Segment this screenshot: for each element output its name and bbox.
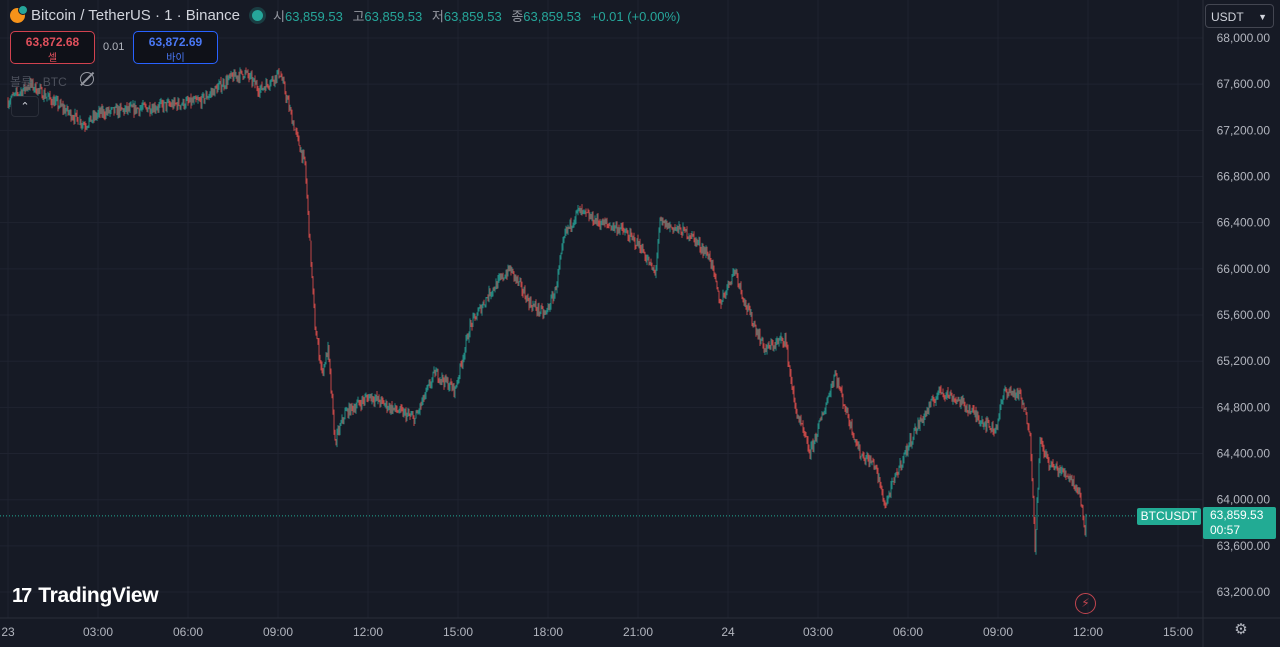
chevron-up-icon: ⌃ [20, 101, 30, 113]
lightning-icon[interactable]: ⚡︎ [1075, 593, 1096, 614]
close-label: 종 [511, 9, 524, 24]
sell-price: 63,872.68 [25, 35, 80, 49]
currency-value: USDT [1211, 10, 1244, 24]
y-tick-label: 66,000.00 [1217, 262, 1271, 276]
x-tick-label: 06:00 [173, 625, 203, 639]
x-tick-label: 12:00 [353, 625, 383, 639]
x-tick-label: 12:00 [1073, 625, 1103, 639]
chevron-down-icon: ▼ [1258, 12, 1267, 22]
volume-legend: 볼륨 · BTC [10, 75, 67, 89]
symbol-header: Bitcoin / TetherUS · 1 · Binance 시63,859… [10, 5, 680, 25]
buy-button[interactable]: 63,872.69 바이 [133, 31, 218, 64]
currency-select[interactable]: USDT ▼ [1205, 4, 1274, 28]
y-tick-label: 64,800.00 [1217, 400, 1271, 414]
y-tick-label: 67,200.00 [1217, 123, 1271, 137]
x-tick-label: 24 [721, 625, 735, 639]
tradingview-logo[interactable]: 17 TradingView [12, 584, 159, 608]
x-tick-label: 21:00 [623, 625, 653, 639]
x-tick-label: 23 [1, 625, 15, 639]
y-tick-label: 63,200.00 [1217, 585, 1271, 599]
ohlc-values: 시63,859.53 고63,859.53 저63,859.53 종63,859… [273, 6, 680, 25]
tradingview-mark-icon: 17 [12, 584, 32, 607]
x-tick-label: 06:00 [893, 625, 923, 639]
x-tick-label: 03:00 [803, 625, 833, 639]
last-price-label: 63,859.53 00:57 [1203, 507, 1276, 539]
x-tick-label: 03:00 [83, 625, 113, 639]
open-value: 63,859.53 [284, 9, 343, 24]
y-tick-label: 64,400.00 [1217, 447, 1271, 461]
y-tick-label: 66,400.00 [1217, 216, 1271, 230]
y-tick-label: 64,000.00 [1217, 493, 1271, 507]
sell-button[interactable]: 63,872.68 셀 [10, 31, 95, 64]
high-value: 63,859.53 [364, 9, 423, 24]
x-tick-label: 15:00 [443, 625, 473, 639]
y-tick-label: 66,800.00 [1217, 170, 1271, 184]
eye-off-icon[interactable] [80, 72, 94, 86]
change-value: +0.01 (+0.00%) [590, 9, 681, 24]
open-label: 시 [273, 9, 285, 24]
bitcoin-logo-icon [10, 5, 28, 23]
x-tick-label: 09:00 [263, 625, 293, 639]
last-price-value: 63,859.53 [1210, 508, 1264, 522]
y-tick-label: 68,000.00 [1217, 31, 1271, 45]
symbol-price-label: BTCUSDT [1137, 508, 1201, 525]
market-status-icon[interactable] [252, 10, 263, 21]
spread-value: 0.01 [103, 41, 125, 53]
x-tick-label: 18:00 [533, 625, 563, 639]
high-label: 고 [352, 9, 365, 24]
brand-name: TradingView [38, 584, 159, 607]
low-value: 63,859.53 [443, 9, 502, 24]
y-tick-label: 67,600.00 [1217, 77, 1271, 91]
y-tick-label: 65,600.00 [1217, 308, 1271, 322]
low-label: 저 [431, 9, 444, 24]
collapse-legend-button[interactable]: ⌃ [11, 96, 39, 117]
symbol-title[interactable]: Bitcoin / TetherUS · 1 · Binance [31, 7, 240, 24]
gear-icon[interactable]: ⚙︎ [1234, 621, 1248, 638]
y-tick-label: 65,200.00 [1217, 354, 1271, 368]
x-tick-label: 09:00 [983, 625, 1013, 639]
y-tick-label: 63,600.00 [1217, 539, 1271, 553]
x-tick-label: 15:00 [1163, 625, 1193, 639]
sell-label: 셀 [47, 53, 58, 64]
bar-countdown: 00:57 [1210, 523, 1241, 537]
close-value: 63,859.53 [523, 9, 582, 24]
buy-price: 63,872.69 [148, 35, 203, 49]
buy-label: 바이 [166, 53, 185, 64]
